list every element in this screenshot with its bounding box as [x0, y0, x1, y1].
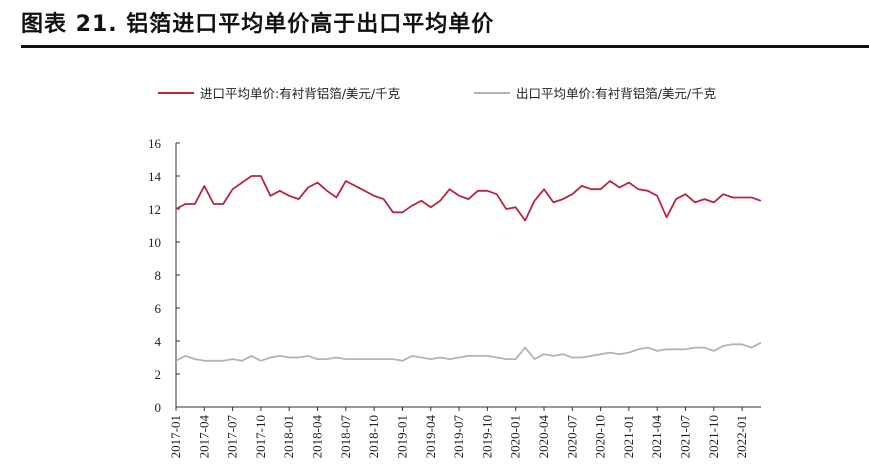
y-tick-label: 4: [155, 334, 162, 349]
x-tick-label: 2022-01: [734, 415, 749, 458]
series-line-import: [175, 175, 762, 222]
x-tick-label: 2019-01: [394, 415, 409, 458]
x-tick-label: 2019-10: [479, 415, 494, 458]
y-tick-label: 6: [155, 301, 162, 316]
x-tick-label: 2021-01: [621, 415, 636, 458]
x-tick-label: 2018-01: [281, 415, 296, 458]
x-tick-label: 2018-10: [366, 415, 381, 458]
y-tick-label: 14: [148, 169, 162, 184]
x-tick-label: 2021-10: [706, 415, 721, 458]
legend-label-import: 进口平均单价:有衬背铝箔/美元/千克: [200, 86, 400, 101]
x-tick-label: 2020-04: [536, 415, 551, 459]
x-tick-label: 2017-01: [168, 415, 183, 458]
x-tick-label: 2017-10: [253, 415, 268, 458]
x-tick-label: 2021-04: [649, 415, 664, 459]
series-line-export: [175, 341, 762, 362]
y-tick-label: 2: [155, 367, 162, 382]
x-tick-label: 2019-04: [423, 415, 438, 459]
x-tick-label: 2021-07: [678, 415, 693, 459]
x-tick-label: 2020-01: [508, 415, 523, 458]
y-tick-label: 10: [148, 235, 161, 250]
y-tick-label: 12: [148, 202, 161, 217]
x-tick-label: 2018-07: [338, 415, 353, 459]
x-tick-label: 2018-04: [310, 415, 325, 459]
chart-title: 图表 21. 铝箔进口平均单价高于出口平均单价: [21, 12, 495, 37]
y-tick-label: 0: [155, 400, 162, 415]
y-tick-label: 16: [148, 136, 162, 151]
x-tick-label: 2019-07: [451, 415, 466, 459]
x-tick-label: 2017-07: [225, 415, 240, 459]
x-tick-label: 2020-07: [564, 415, 579, 459]
x-tick-label: 2017-04: [196, 415, 211, 459]
title-divider: [21, 45, 869, 48]
x-tick-label: 2020-10: [593, 415, 608, 458]
y-tick-label: 8: [155, 268, 162, 283]
legend-label-export: 出口平均单价:有衬背铝箔/美元/千克: [516, 86, 716, 101]
